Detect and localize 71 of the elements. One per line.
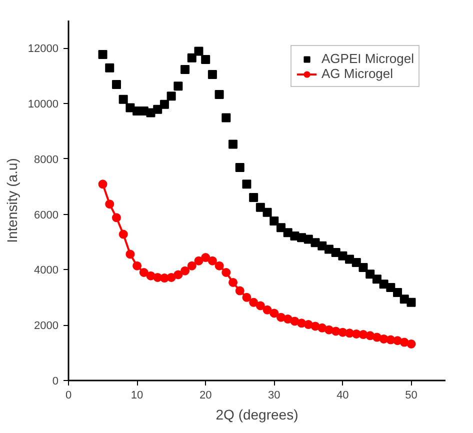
point (187, 261, 196, 270)
y-tick-label: 4000 (34, 264, 59, 277)
point (98, 180, 108, 189)
point (194, 256, 204, 266)
point (262, 305, 272, 314)
point (242, 292, 252, 302)
point (112, 213, 121, 222)
point (249, 298, 258, 307)
point (187, 53, 196, 62)
x-tick-label: 20 (199, 390, 212, 402)
point (372, 274, 382, 284)
point (105, 200, 114, 209)
point (406, 339, 416, 348)
point (194, 46, 204, 56)
point (270, 216, 279, 226)
x-tick-label: 50 (405, 390, 418, 402)
point (160, 100, 169, 109)
y-tick-label: 6000 (34, 209, 59, 222)
point (166, 272, 176, 282)
point (393, 288, 402, 297)
point (270, 308, 279, 318)
point (228, 140, 238, 149)
point (222, 268, 231, 277)
point (174, 270, 183, 280)
y-tick-label: 2000 (34, 320, 59, 332)
point (180, 65, 190, 74)
point (201, 253, 210, 262)
x-tick-label: 40 (336, 390, 349, 402)
y-tick-label: 8000 (34, 154, 59, 166)
point (153, 104, 162, 114)
point (406, 298, 416, 307)
legend-label: AGPEI Microgel (322, 51, 414, 66)
point (222, 113, 231, 122)
x-tick-label: 30 (268, 390, 280, 402)
point (235, 163, 244, 172)
point (386, 282, 396, 292)
y-axis-title: Intensity (a.u) (4, 158, 20, 243)
point (256, 202, 265, 212)
y-tick-label: 10000 (28, 98, 59, 111)
point (174, 82, 183, 91)
point (242, 180, 252, 189)
point (358, 263, 368, 272)
point (283, 314, 292, 324)
point (105, 63, 114, 72)
point (201, 55, 210, 64)
point (214, 261, 224, 270)
point (139, 268, 148, 277)
y-tick-label: 12000 (28, 43, 59, 56)
point (180, 266, 190, 276)
point (112, 80, 121, 89)
point (98, 50, 108, 60)
point (235, 286, 244, 296)
point (256, 301, 265, 310)
point (214, 90, 224, 99)
x-tick-label: 0 (65, 390, 72, 402)
point (208, 256, 217, 266)
x-tick-label: 10 (130, 390, 144, 402)
point (228, 278, 238, 287)
point (118, 230, 128, 239)
point (166, 92, 176, 101)
point (366, 270, 375, 279)
point (262, 208, 272, 217)
y-tick-label: 0 (52, 376, 59, 388)
legend-label: AG Microgel (322, 66, 394, 81)
point (276, 223, 286, 232)
point (126, 250, 135, 259)
point (132, 261, 142, 270)
point (249, 192, 258, 202)
point (118, 94, 128, 104)
x-axis-title: 2Q (degrees) (216, 406, 298, 422)
point (208, 70, 217, 79)
